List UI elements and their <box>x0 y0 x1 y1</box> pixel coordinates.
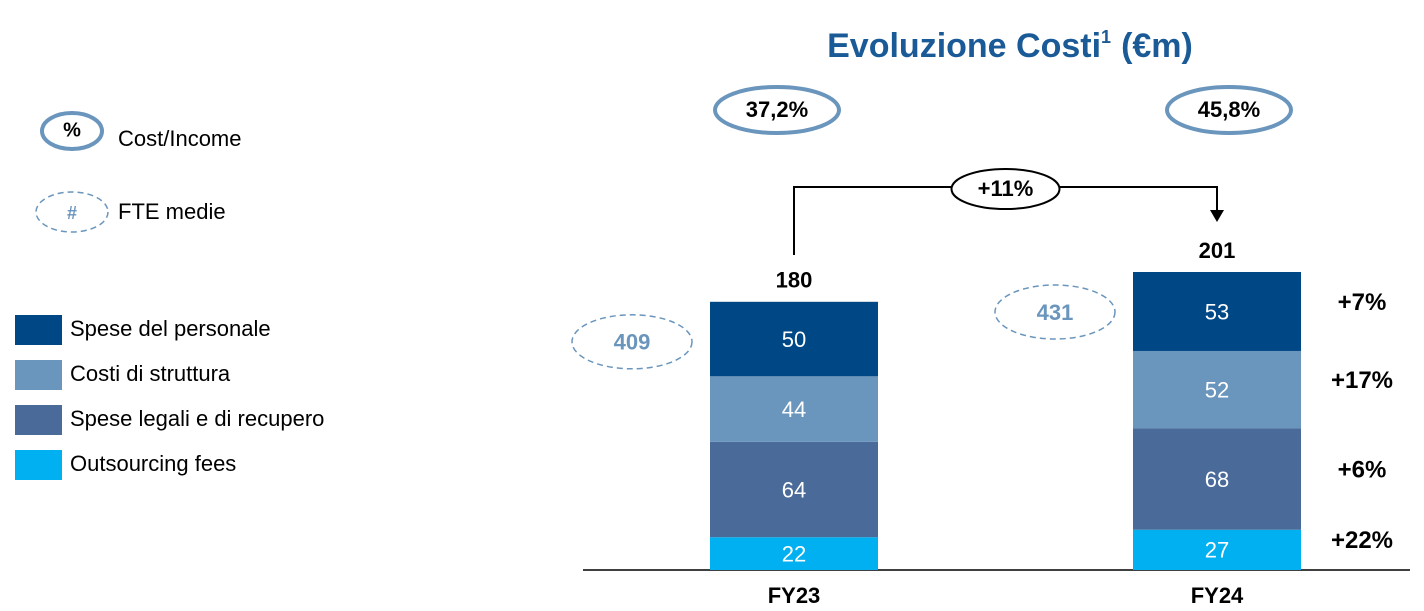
bar-segment <box>1133 272 1301 351</box>
fte-ellipse <box>571 314 693 370</box>
legend-swatch <box>15 315 62 345</box>
legend-label: Outsourcing fees <box>70 451 236 476</box>
growth-ellipse <box>950 168 1061 210</box>
legend-label: Cost/Income <box>118 126 242 151</box>
legend-label: FTE medie <box>118 199 226 224</box>
bar-segment <box>710 376 878 442</box>
x-tick-label: FY24 <box>1191 583 1244 608</box>
cost-income-label: 45,8% <box>1198 97 1260 122</box>
legend-swatch <box>15 450 62 480</box>
growth-arrow <box>1210 210 1224 222</box>
legend-label: Spese legali e di recupero <box>70 406 324 431</box>
title-sup: 1 <box>1101 27 1111 47</box>
bar-segment <box>710 537 878 570</box>
segment-label: 27 <box>1205 538 1229 563</box>
cost-income-ellipse <box>713 85 841 135</box>
fte-label: 431 <box>1037 300 1074 325</box>
legend-swatch <box>15 405 62 435</box>
cost-income-label: 37,2% <box>746 97 808 122</box>
growth-label: +22% <box>1331 527 1393 554</box>
segment-label: 50 <box>782 327 806 352</box>
chart-title: Evoluzione Costi1 (€m) <box>827 27 1193 65</box>
title-suffix: (€m) <box>1121 27 1193 65</box>
bar-segment <box>1133 529 1301 570</box>
segment-label: 68 <box>1205 467 1229 492</box>
bar-segment <box>1133 428 1301 530</box>
bar-segment <box>1133 350 1301 429</box>
segment-label: 44 <box>782 397 806 422</box>
legend-ci-symbol <box>40 111 104 151</box>
legend-label: Spese del personale <box>70 316 271 341</box>
title-main: Evoluzione Costi <box>827 27 1101 65</box>
growth-label: +17% <box>1331 367 1393 394</box>
segment-label: 52 <box>1205 378 1229 403</box>
legend-swatch <box>15 360 62 390</box>
total-growth-label: +11% <box>978 176 1034 201</box>
segment-label: 22 <box>782 541 806 566</box>
segment-label: 53 <box>1205 299 1229 324</box>
total-label: 180 <box>776 268 813 293</box>
bar-segment <box>710 301 878 377</box>
total-label: 201 <box>1199 238 1236 263</box>
legend-symbol-text: # <box>67 203 77 223</box>
bar-segment <box>710 441 878 538</box>
cost-income-ellipse <box>1165 85 1293 135</box>
growth-label: +7% <box>1338 289 1387 316</box>
x-tick-label: FY23 <box>768 583 821 608</box>
fte-ellipse <box>994 284 1116 340</box>
fte-label: 409 <box>614 330 651 355</box>
legend-label: Costi di struttura <box>70 361 231 386</box>
legend-fte-symbol <box>35 191 109 233</box>
segment-label: 64 <box>782 477 806 502</box>
legend-symbol-text: % <box>63 119 81 141</box>
growth-label: +6% <box>1338 456 1387 483</box>
